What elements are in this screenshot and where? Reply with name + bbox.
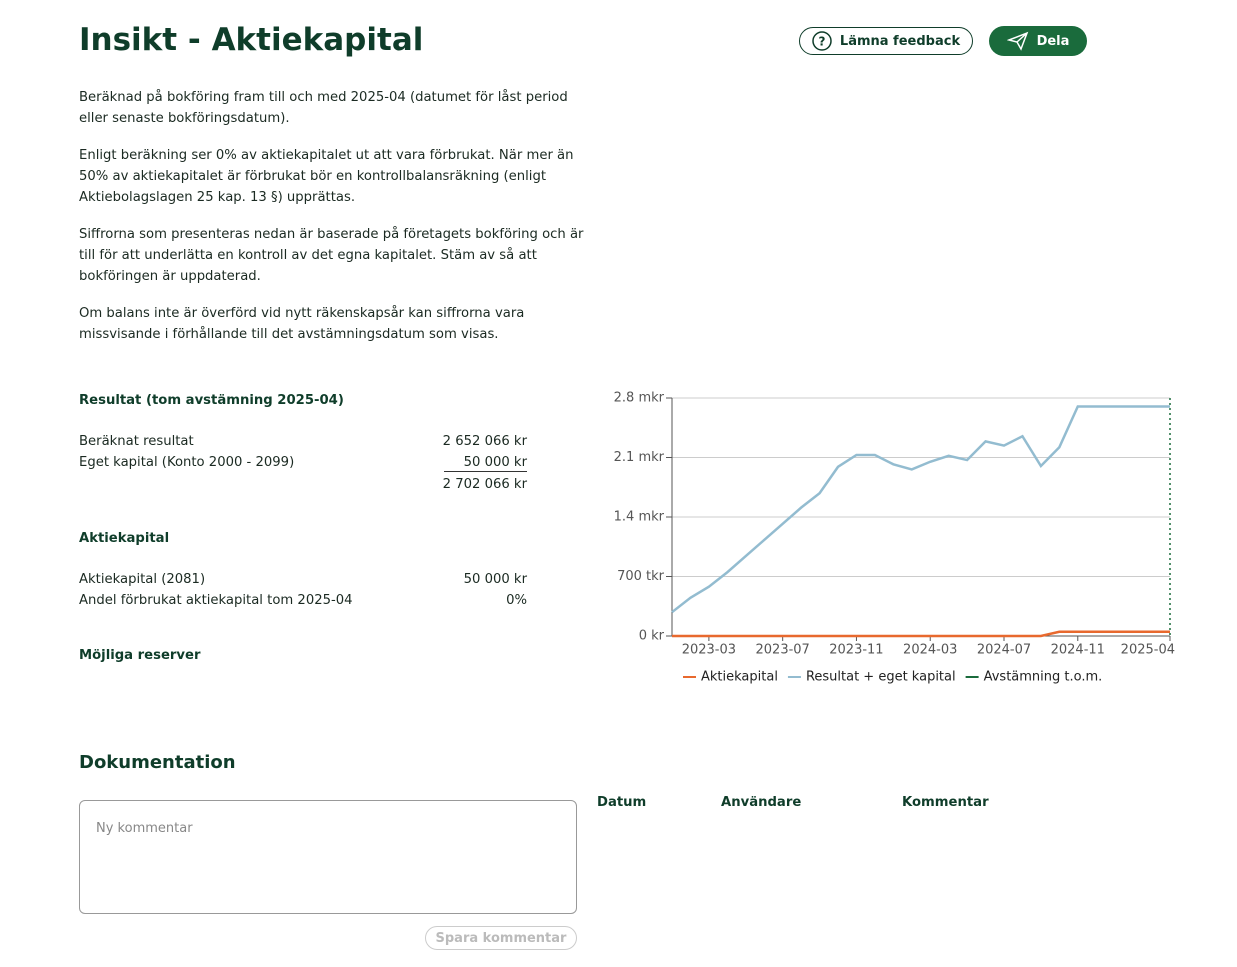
chart: 0 kr 700 tkr 1.4 mkr 2.1 mkr 2.8 mkr 2023-03 2… xyxy=(614,391,1175,685)
page-title: Insikt - Aktiekapital xyxy=(79,22,424,58)
x-tick-label: 2024-11 xyxy=(1051,643,1105,658)
row-label: Aktiekapital (2081) xyxy=(79,572,206,587)
row-label: Beräknat resultat xyxy=(79,434,194,449)
save-button[interactable]: Spara kommentar xyxy=(425,926,577,950)
x-tick-label: 2025-04 xyxy=(1121,643,1175,658)
y-tick-label: 2.1 mkr xyxy=(614,450,665,465)
svg-text:?: ? xyxy=(818,35,825,49)
legend-label: Aktiekapital xyxy=(701,670,778,685)
share-button[interactable]: Dela xyxy=(989,26,1087,56)
x-tick-label: 2023-03 xyxy=(682,643,736,658)
section-heading: Möjliga reserver xyxy=(79,648,201,663)
intro-text: Enligt beräkning ser 0% av aktiekapitale… xyxy=(79,148,574,205)
x-tick-label: 2024-03 xyxy=(903,643,957,658)
column-header: Kommentar xyxy=(902,795,989,810)
x-tick-label: 2023-07 xyxy=(756,643,810,658)
help-icon: ? xyxy=(812,31,832,51)
legend-label: Resultat + eget kapital xyxy=(806,670,956,685)
intro-text: Om balans inte är överförd vid nytt räke… xyxy=(79,306,525,342)
row-value: 50 000 kr xyxy=(444,455,527,472)
button-label: Dela xyxy=(1036,33,1070,49)
row-label: Andel förbrukat aktiekapital tom 2025-04 xyxy=(79,593,353,608)
y-tick-label: 700 tkr xyxy=(617,569,665,584)
y-tick-label: 2.8 mkr xyxy=(614,391,665,406)
placeholder: Ny kommentar xyxy=(96,821,193,836)
row-label: Eget kapital (Konto 2000 - 2099) xyxy=(79,455,295,470)
button-label: Spara kommentar xyxy=(435,930,567,946)
row-value: 50 000 kr xyxy=(463,572,527,587)
row-value: 0% xyxy=(506,593,527,608)
feedback-button[interactable]: ? Lämna feedback xyxy=(799,27,973,55)
y-tick-label: 1.4 mkr xyxy=(614,510,665,525)
series-line xyxy=(671,405,1170,614)
intro-text: Siffrorna som presenteras nedan är baser… xyxy=(79,227,584,284)
column-header: Användare xyxy=(721,795,802,810)
send-icon xyxy=(1006,31,1028,51)
intro-text: Beräknad på bokföring fram till och med … xyxy=(79,90,568,126)
button-label: Lämna feedback xyxy=(839,33,961,49)
series-line xyxy=(672,630,1170,638)
section-heading: Aktiekapital xyxy=(79,531,170,546)
row-value: 2 652 066 kr xyxy=(442,434,527,449)
total-value: 2 702 066 kr xyxy=(442,477,527,492)
column-header: Datum xyxy=(597,795,647,810)
legend-label: Avstämning t.o.m. xyxy=(984,670,1103,685)
x-tick-label: 2024-07 xyxy=(977,643,1031,658)
comment-input[interactable]: Ny kommentar xyxy=(79,800,577,914)
section-heading: Resultat (tom avstämning 2025-04) xyxy=(79,393,344,408)
y-tick-label: 0 kr xyxy=(639,629,665,644)
section-heading: Dokumentation xyxy=(79,752,236,773)
x-tick-label: 2023-11 xyxy=(829,643,883,658)
